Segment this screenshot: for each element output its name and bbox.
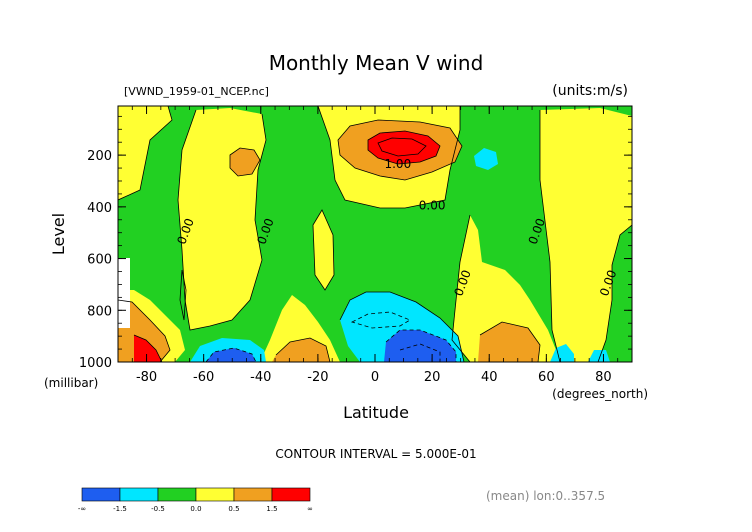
y-tick-label: 800 bbox=[87, 304, 112, 319]
y-axis-label: Level bbox=[49, 213, 68, 255]
x-tick-label: -40 bbox=[250, 370, 271, 385]
contour-label: 1.00 bbox=[384, 157, 411, 171]
colorbar-label: ∞ bbox=[307, 505, 313, 513]
x-axis-units: (degrees_north) bbox=[552, 387, 648, 401]
region-yellow-north-midlat bbox=[452, 215, 556, 362]
contour-interval-text: CONTOUR INTERVAL = 5.000E-01 bbox=[275, 447, 476, 461]
contour-fill bbox=[118, 106, 632, 362]
region-blue-tropics-surface bbox=[384, 330, 456, 362]
region-yellow-column bbox=[313, 210, 334, 290]
y-tick-labels: 200 400 600 800 1000 bbox=[79, 149, 112, 371]
region-yellow-north-pole bbox=[540, 108, 632, 362]
contour-line bbox=[177, 109, 267, 331]
units-label: (units:m/s) bbox=[552, 83, 628, 99]
contour-line bbox=[451, 214, 471, 362]
missing-data-area bbox=[118, 258, 130, 328]
y-axis-units: (millibar) bbox=[44, 376, 98, 390]
contour-line bbox=[312, 209, 335, 291]
contour-line bbox=[479, 321, 541, 362]
region-orange-north-surface bbox=[478, 322, 540, 362]
region-orange-polar-surface bbox=[118, 300, 170, 362]
colorbar-swatch bbox=[195, 487, 235, 502]
contour-line bbox=[385, 329, 457, 362]
x-tick-label: 60 bbox=[538, 370, 555, 385]
colorbar-swatch bbox=[81, 487, 121, 502]
contour-line bbox=[118, 299, 171, 362]
colorbar-label: 0.5 bbox=[228, 505, 239, 513]
x-tick-labels: -80 -60 -40 -20 0 20 40 60 80 bbox=[136, 370, 612, 385]
region-cyan-north-surface-b bbox=[588, 350, 610, 362]
contour-line bbox=[339, 291, 465, 362]
contour-line bbox=[317, 106, 461, 209]
footer-text: (mean) lon:0..357.5 bbox=[486, 489, 605, 503]
x-tick-label: -20 bbox=[307, 370, 328, 385]
colorbar-label: -1.5 bbox=[113, 505, 127, 513]
contour-line bbox=[350, 311, 411, 329]
colorbar bbox=[81, 487, 311, 502]
contour-line bbox=[377, 137, 427, 157]
region-orange-south-surface bbox=[272, 338, 330, 362]
contour-line bbox=[337, 119, 463, 181]
contour-lines bbox=[118, 106, 632, 362]
axis-ticks bbox=[117, 106, 633, 363]
contour-line bbox=[205, 347, 257, 362]
x-axis-label: Latitude bbox=[343, 403, 409, 422]
contour-line bbox=[539, 110, 561, 362]
colorbar-labels: -∞ -1.5 -0.5 0.0 0.5 1.5 ∞ bbox=[78, 505, 313, 513]
colorbar-label: 1.5 bbox=[266, 505, 277, 513]
region-yellow-top-left bbox=[118, 106, 172, 200]
file-label: [VWND_1959-01_NCEP.nc] bbox=[124, 85, 269, 98]
contour-line bbox=[275, 337, 331, 362]
contour-line bbox=[229, 147, 261, 177]
contour-line bbox=[597, 224, 632, 362]
colorbar-swatch bbox=[119, 487, 159, 502]
y-tick-label: 600 bbox=[87, 253, 112, 268]
colorbar-swatch bbox=[233, 487, 273, 502]
y-tick-label: 1000 bbox=[79, 356, 112, 371]
y-tick-label: 400 bbox=[87, 201, 112, 216]
x-tick-label: -80 bbox=[136, 370, 157, 385]
x-tick-label: 40 bbox=[481, 370, 498, 385]
x-tick-label: 20 bbox=[424, 370, 441, 385]
x-tick-label: 80 bbox=[595, 370, 612, 385]
region-cyan-north-surface-a bbox=[550, 344, 574, 362]
region-cyan-north-blob bbox=[474, 148, 498, 170]
x-tick-label: -60 bbox=[193, 370, 214, 385]
region-red-polar-surface bbox=[134, 335, 162, 362]
y-tick-label: 200 bbox=[87, 149, 112, 164]
contour-line bbox=[118, 106, 173, 201]
colorbar-swatch bbox=[157, 487, 197, 502]
region-orange-south-blob bbox=[230, 148, 260, 176]
contour-line bbox=[399, 343, 441, 362]
chart-title: Monthly Mean V wind bbox=[269, 51, 484, 75]
contour-line bbox=[133, 334, 163, 362]
region-red-jet-core bbox=[368, 131, 440, 164]
contour-label: 0.00 bbox=[419, 198, 446, 212]
colorbar-label: -0.5 bbox=[151, 505, 165, 513]
contour-line bbox=[179, 269, 187, 321]
x-tick-label: 0 bbox=[371, 370, 379, 385]
colorbar-label: -∞ bbox=[78, 505, 86, 513]
colorbar-swatch bbox=[271, 487, 311, 502]
contour-line bbox=[367, 130, 441, 165]
colorbar-label: 0.0 bbox=[190, 505, 201, 513]
